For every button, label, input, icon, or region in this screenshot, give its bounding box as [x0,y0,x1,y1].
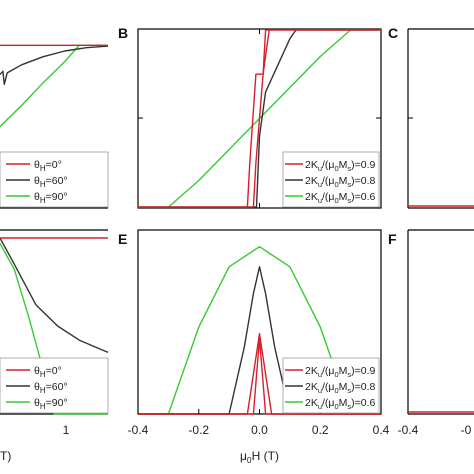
panel-e-xlabel: μ0H (T) [240,449,279,465]
panel-e-legend: 2Ku/(μ0Ms)=0.9 2Ku/(μ0Ms)=0.8 2Ku/(μ0Ms)… [282,357,380,414]
panel-b-legend: 2Ku/(μ0Ms)=0.9 2Ku/(μ0Ms)=0.8 2Ku/(μ0Ms)… [282,151,380,208]
panel-c: C [388,25,474,209]
panel-f-xtick-label-0: -0.4 [398,423,419,437]
legend-label-2: θH=90° [34,397,68,411]
legend-label-1: 2Ku/(μ0Ms)=0.8 [305,175,376,189]
panel-e-xtick-label: 0.2 [312,423,329,437]
panel-e-xtick-label: 0.0 [251,423,268,437]
legend-label-0: 2Ku/(μ0Ms)=0.9 [305,159,376,173]
series-line-d-black [0,237,109,354]
legend-label-0: θH=0° [34,365,62,379]
legend-label-1: θH=60° [34,381,68,395]
legend-label-2: 2Ku/(μ0Ms)=0.6 [305,191,376,205]
legend-label-1: θH=60° [34,175,68,189]
series-line-e-red [138,338,381,415]
panel-e: E -0.4 -0.2 0.0 0.2 0.4 μ0H (T) 2Ku/(μ0Ms)=0… [118,229,390,465]
panel-b: B 2Ku/(μ0Ms)=0.9 2Ku/(μ0Ms)=0.8 2Ku/(μ0M… [118,25,382,209]
legend-label-2: θH=90° [34,191,68,205]
legend-label-2: 2Ku/(μ0Ms)=0.6 [305,397,376,411]
panel-d: 1 T) θH=0° θH=60° θH=90° [0,229,109,463]
panel-d-series [0,237,109,415]
legend-label-1: 2Ku/(μ0Ms)=0.8 [305,381,376,395]
panel-d-xtick-label-1: 1 [63,423,70,437]
panel-f-xtick-label-1: -0 [461,423,472,437]
panel-e-xtick-label: -0.4 [128,423,149,437]
panel-e-xtick-label: 0.4 [373,423,390,437]
series-line-d-green [0,242,108,415]
panel-a-series [0,44,109,128]
panel-letter-e: E [118,231,127,247]
panel-e-xticks: -0.4 -0.2 0.0 0.2 0.4 [128,409,390,437]
series-line-a-green [0,44,108,128]
panel-a: θH=0° θH=60° θH=90° [0,44,109,209]
panel-f: F -0.4 -0 [388,229,474,437]
legend-label-0: θH=0° [34,159,62,173]
series-line-b-red [138,29,381,208]
panel-a-legend: θH=0° θH=60° θH=90° [0,151,109,208]
series-line-a-black [0,45,109,86]
panel-d-xlabel-partial: T) [0,449,11,463]
panel-letter-c: C [388,25,398,41]
panel-letter-b: B [118,25,128,41]
panel-letter-f: F [388,231,397,247]
legend-label-0: 2Ku/(μ0Ms)=0.9 [305,365,376,379]
panel-b-series [138,29,381,208]
panel-d-legend: θH=0° θH=60° θH=90° [0,357,109,414]
panel-e-xtick-label: -0.2 [188,423,209,437]
